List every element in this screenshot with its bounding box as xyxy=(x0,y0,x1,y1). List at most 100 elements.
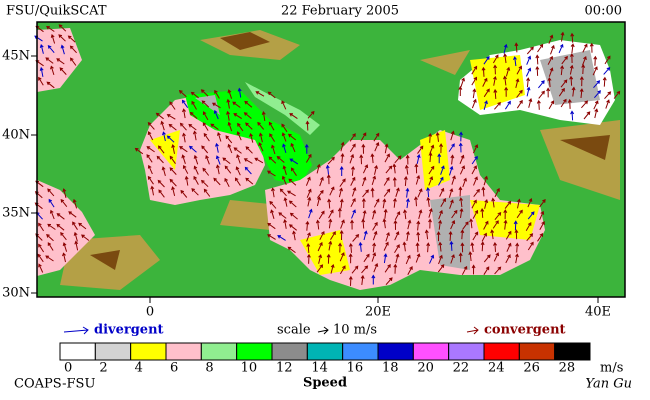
wind-arrow xyxy=(193,175,199,185)
lon-label: 0 xyxy=(146,305,154,320)
wind-arrow xyxy=(233,147,242,154)
wind-arrow xyxy=(504,100,511,110)
wind-arrow xyxy=(527,211,535,220)
wind-arrow xyxy=(547,77,552,88)
wind-arrow xyxy=(226,110,230,121)
wind-arrow xyxy=(459,197,463,208)
wind-arrow xyxy=(448,230,453,241)
wind-arrow xyxy=(415,242,420,253)
wind-arrow xyxy=(503,209,508,220)
colorbar-tick-label: 18 xyxy=(382,361,399,376)
wind-arrow xyxy=(50,33,56,44)
colorbar-bin xyxy=(165,342,202,361)
lat-label: 35N xyxy=(2,206,30,221)
wind-arrow xyxy=(473,188,480,198)
wind-arrow xyxy=(407,266,413,276)
wind-arrow xyxy=(415,174,421,185)
wind-arrow xyxy=(448,188,454,198)
org-label: COAPS-FSU xyxy=(14,377,95,392)
colorbar-bin xyxy=(236,342,273,361)
wind-arrow xyxy=(449,240,454,251)
wind-arrow xyxy=(458,186,463,197)
wind-arrow xyxy=(361,198,366,209)
wind-arrow xyxy=(222,157,231,164)
wind-arrow xyxy=(416,154,421,164)
wind-arrow xyxy=(589,42,594,53)
wind-arrow xyxy=(471,155,478,165)
lat-label: 45N xyxy=(2,49,30,64)
wind-arrow xyxy=(351,165,355,176)
wind-arrow xyxy=(339,230,344,241)
wind-arrow xyxy=(506,242,512,252)
wind-arrow xyxy=(146,146,155,153)
wind-arrow xyxy=(370,187,375,198)
wind-arrow xyxy=(160,120,165,131)
wind-arrow xyxy=(449,199,454,209)
wind-arrow xyxy=(361,218,366,229)
wind-arrow xyxy=(461,265,468,275)
wind-arrow xyxy=(318,210,325,220)
wind-arrow xyxy=(417,145,424,154)
wind-arrow xyxy=(374,142,380,152)
wind-arrow xyxy=(339,178,346,187)
wind-arrow xyxy=(147,175,154,185)
wind-arrow xyxy=(547,55,553,65)
wind-arrow xyxy=(384,143,389,154)
wind-arrow xyxy=(483,220,489,230)
wind-arrow xyxy=(326,253,331,264)
wind-arrow xyxy=(271,187,275,198)
wind-arrow xyxy=(569,52,574,64)
wind-arrow xyxy=(527,241,534,251)
wind-arrow xyxy=(201,145,209,154)
wind-arrow xyxy=(403,175,408,186)
wind-arrow xyxy=(481,232,487,242)
wind-arrow xyxy=(60,44,65,55)
colorbar-bin xyxy=(483,342,520,361)
wind-arrow xyxy=(438,209,443,220)
wind-arrow xyxy=(166,135,175,143)
wind-arrow xyxy=(281,175,287,185)
wind-arrow xyxy=(394,231,400,241)
wind-arrow xyxy=(516,89,523,98)
wind-arrow xyxy=(462,177,467,188)
source-title: FSU/QuikSCAT xyxy=(6,4,107,19)
convergent-arrow xyxy=(466,326,479,335)
wind-arrow xyxy=(182,108,186,119)
wind-arrow xyxy=(362,209,367,220)
legend: divergent scale 10 m/s convergent xyxy=(63,323,566,338)
wind-arrow xyxy=(383,176,390,186)
wind-arrow xyxy=(535,65,540,76)
wind-arrow xyxy=(593,55,598,66)
wind-arrow xyxy=(350,197,356,208)
wind-arrow xyxy=(166,114,176,120)
wind-arrow xyxy=(193,165,199,175)
wind-arrow xyxy=(471,165,477,175)
wind-arrow xyxy=(439,187,445,197)
wind-arrow xyxy=(329,186,335,196)
colorbar-bin xyxy=(271,342,308,361)
wind-arrow xyxy=(287,246,296,254)
wind-arrow xyxy=(47,223,56,230)
wind-arrow xyxy=(472,88,477,99)
time-title: 00:00 xyxy=(585,4,622,19)
wind-arrow xyxy=(513,56,517,67)
wind-arrow xyxy=(493,252,499,262)
wind-arrow xyxy=(318,254,323,264)
wind-arrow xyxy=(237,122,244,132)
wind-arrow xyxy=(235,166,241,176)
wind-arrow xyxy=(428,208,433,218)
wind-arrow xyxy=(146,154,153,163)
wind-arrow xyxy=(305,176,311,186)
wind-arrow xyxy=(604,91,612,100)
wind-arrow xyxy=(39,43,44,54)
wind-arrow xyxy=(418,209,423,220)
wind-arrow xyxy=(233,113,242,120)
wind-arrow xyxy=(393,197,397,208)
wind-arrow xyxy=(481,66,486,77)
wind-arrow xyxy=(203,132,210,142)
wind-arrow xyxy=(189,111,198,119)
wind-arrow xyxy=(243,112,252,119)
wind-arrow xyxy=(450,154,455,165)
wind-arrow xyxy=(515,253,519,264)
